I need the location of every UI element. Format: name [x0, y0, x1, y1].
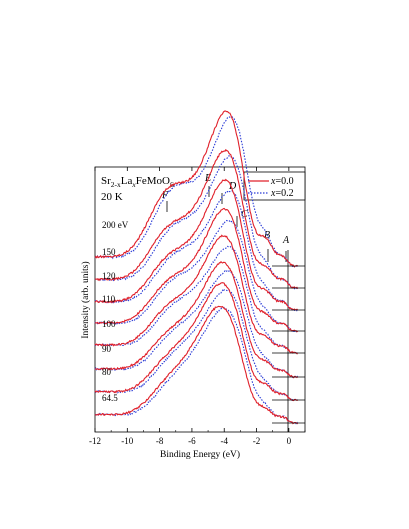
- spectrum-line-x02-200eV: [94, 116, 298, 268]
- spectrum-line-x00-90: [94, 260, 299, 379]
- x-tick-label--8: -8: [156, 436, 164, 446]
- legend-label-x00: x=0.0: [270, 176, 294, 187]
- spectrum-line-x00-100: [94, 234, 298, 355]
- spectrum-line-x00-120: [94, 178, 298, 311]
- spectrum-line-x00-150: [95, 148, 299, 290]
- spectrum-label-80: 80: [102, 367, 112, 377]
- feature-label-E: E: [204, 173, 211, 184]
- spectra-group: [94, 110, 305, 425]
- spectrum-label-150: 150: [102, 247, 116, 257]
- feature-label-D: D: [228, 181, 237, 192]
- spectrum-label-64.5: 64.5: [102, 393, 118, 403]
- x-tick-label--4: -4: [220, 436, 228, 446]
- x-tick-label--12: -12: [89, 436, 101, 446]
- spectrum-line-x00-64.5: [94, 305, 299, 425]
- spectrum-label-120: 120: [102, 271, 116, 281]
- spectrum-line-x00-200eV: [94, 110, 299, 268]
- x-tick-label--10: -10: [121, 436, 133, 446]
- y-axis-title: Intensity (arb. units): [80, 261, 91, 338]
- spectrum-line-x00-110: [94, 207, 299, 333]
- spectrum-label-100: 100: [102, 319, 116, 329]
- legend-label-x02: x=0.2: [270, 188, 294, 199]
- chart-title: Sr2-xLaxFeMoO6: [101, 175, 174, 189]
- x-tick-label--6: -6: [188, 436, 196, 446]
- legend: x=0.0 x=0.2: [243, 171, 306, 201]
- x-axis-title: Binding Energy (eV): [160, 449, 240, 460]
- legend-box: [243, 171, 306, 201]
- spectrum-line-x02-80: [94, 289, 298, 402]
- spectrum-labels: 200 eV 150 120 110 100 90 80 64.5: [102, 220, 129, 403]
- x-tick-label--2: -2: [253, 436, 261, 446]
- feature-ticks: [166, 186, 287, 262]
- spectrum-line-x00-80: [94, 282, 298, 402]
- spectrum-line-x02-100: [94, 245, 299, 354]
- spectrum-line-x02-90: [94, 269, 298, 379]
- spectrum-line-x02-150: [94, 155, 299, 290]
- feature-label-A: A: [282, 235, 290, 246]
- spectrum-line-x02-120: [94, 189, 299, 312]
- x-axis: -12 -10 -8 -6 -4 -2 0: [89, 167, 306, 446]
- spectrum-label-90: 90: [102, 344, 112, 354]
- temperature-label: 20 K: [101, 191, 123, 203]
- spectrum-label-200: 200 eV: [102, 220, 129, 230]
- feature-label-F: F: [161, 190, 169, 201]
- x-tick-label-0: 0: [287, 436, 292, 446]
- spectrum-label-110: 110: [102, 294, 116, 304]
- spectrum-line-x02-64.5: [95, 306, 299, 425]
